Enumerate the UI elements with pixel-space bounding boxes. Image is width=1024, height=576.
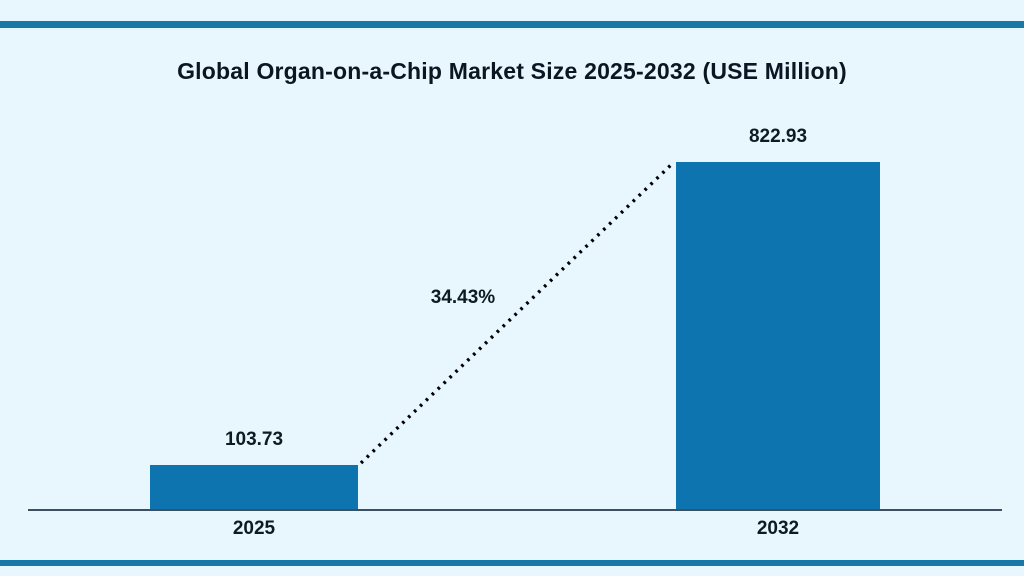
top-divider-stripe xyxy=(0,21,1024,28)
value-label-2025: 103.73 xyxy=(224,429,284,450)
bar-2025 xyxy=(150,465,358,509)
value-label-2032: 822.93 xyxy=(748,126,808,147)
x-axis-line xyxy=(28,509,1002,511)
chart-title: Global Organ-on-a-Chip Market Size 2025-… xyxy=(177,58,847,84)
growth-percentage-label: 34.43% xyxy=(430,287,496,308)
bar-2032 xyxy=(676,162,880,509)
x-tick-2032: 2032 xyxy=(756,518,800,539)
bottom-divider-stripe xyxy=(0,560,1024,566)
x-tick-2025: 2025 xyxy=(232,518,276,539)
